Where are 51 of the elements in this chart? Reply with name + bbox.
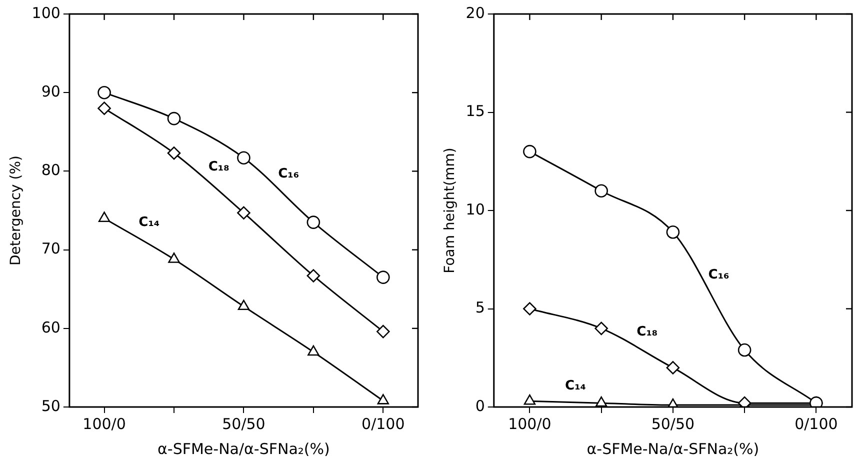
x-tick-label: 50/50 — [651, 414, 695, 433]
x-tick-label: 0/100 — [362, 414, 405, 433]
point — [595, 396, 608, 407]
point — [523, 144, 536, 158]
point — [377, 394, 389, 404]
series-label: C₁₄ — [138, 215, 160, 230]
y-tick-label: 100 — [32, 4, 60, 22]
point — [98, 86, 111, 100]
y-axis-title: Foam height(mm) — [442, 148, 458, 274]
x-axis-title: α-SFMe-Na/α-SFNa₂(%) — [158, 440, 330, 458]
point — [523, 302, 536, 316]
point — [237, 206, 250, 220]
y-tick-label: 15 — [466, 102, 485, 120]
point — [594, 184, 608, 198]
y-tick-label: 50 — [41, 396, 60, 415]
y-tick-label: 90 — [41, 82, 60, 100]
y-tick-label: 5 — [475, 298, 485, 317]
point — [376, 270, 390, 284]
x-tick-label: 100/0 — [508, 414, 552, 433]
series-label: C₁₄ — [565, 378, 586, 394]
point — [524, 394, 536, 405]
series-label: C₁₈ — [636, 324, 658, 340]
y-tick-label: 10 — [466, 200, 485, 218]
point — [168, 252, 180, 263]
point — [238, 300, 250, 310]
point — [306, 269, 320, 282]
y-axis-title: Detergency (%) — [8, 155, 24, 266]
point — [376, 324, 390, 338]
point — [666, 361, 680, 374]
point — [167, 146, 181, 160]
point — [666, 225, 680, 239]
y-tick-label: 0 — [475, 396, 485, 415]
series-label: C₁₆ — [708, 267, 730, 282]
series-label: C₁₆ — [278, 166, 300, 182]
point — [738, 343, 752, 357]
x-axis-title: α-SFMe-Na/α-SFNa₂(%) — [586, 440, 760, 458]
y-tick-label: 60 — [41, 318, 60, 336]
series-label: C₁₈ — [208, 159, 230, 174]
y-tick-label: 70 — [41, 240, 60, 258]
y-tick-label: 20 — [466, 4, 485, 22]
y-tick-label: 80 — [41, 161, 60, 180]
point — [98, 102, 111, 115]
point — [98, 212, 110, 222]
x-tick-label: 100/0 — [82, 414, 126, 433]
point — [237, 151, 250, 164]
point — [167, 112, 181, 126]
point — [594, 322, 608, 336]
point — [306, 216, 320, 229]
x-tick-label: 50/50 — [222, 414, 266, 433]
point — [308, 345, 320, 356]
x-tick-label: 0/100 — [794, 414, 838, 433]
